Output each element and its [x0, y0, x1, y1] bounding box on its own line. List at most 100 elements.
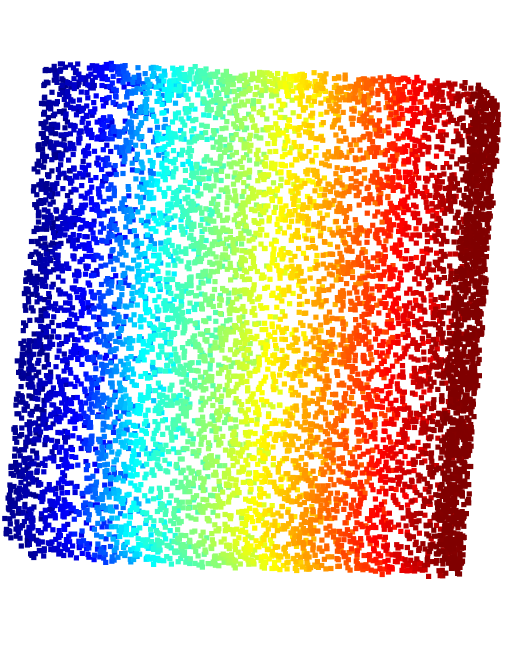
data-point [349, 269, 355, 275]
data-point [41, 297, 48, 303]
data-point [106, 123, 112, 130]
data-point [29, 375, 35, 381]
data-point [396, 306, 402, 312]
data-point [448, 515, 454, 521]
data-point [379, 411, 385, 417]
data-point [191, 246, 197, 252]
data-point [196, 502, 202, 508]
data-point [364, 118, 370, 124]
data-point [476, 373, 482, 379]
data-point [464, 329, 470, 335]
data-point [248, 543, 254, 549]
data-point [459, 301, 465, 307]
data-point [292, 565, 298, 571]
data-point [171, 397, 178, 403]
data-point [317, 89, 323, 95]
data-point [26, 371, 32, 377]
data-point [392, 558, 398, 564]
data-point [481, 111, 487, 117]
data-point [324, 212, 330, 218]
data-point [187, 318, 193, 324]
data-point [222, 78, 228, 84]
data-point [82, 195, 88, 201]
data-point [99, 376, 105, 382]
data-point [82, 242, 88, 248]
data-point [152, 297, 158, 304]
data-point [232, 109, 238, 115]
data-point [460, 552, 466, 558]
data-point [476, 134, 482, 140]
data-point [479, 325, 486, 331]
data-point [230, 329, 236, 335]
data-point [85, 415, 91, 421]
data-point [314, 168, 320, 174]
data-point [354, 232, 360, 238]
data-point [482, 163, 488, 169]
data-point [472, 197, 478, 203]
data-point [108, 148, 114, 155]
data-point [365, 371, 371, 377]
data-point [239, 329, 245, 335]
data-point [225, 300, 231, 306]
data-point [442, 475, 449, 481]
data-point [214, 139, 220, 145]
data-point [19, 359, 26, 365]
data-point [59, 490, 65, 496]
data-point [340, 469, 346, 475]
data-point [459, 460, 466, 466]
data-point [78, 445, 84, 452]
data-point [56, 342, 62, 348]
data-point [470, 120, 476, 126]
data-point [204, 83, 210, 89]
data-point [36, 547, 42, 554]
data-point [126, 445, 132, 452]
data-point [143, 115, 149, 122]
data-point [424, 239, 431, 245]
data-point [455, 320, 461, 326]
data-point [351, 413, 357, 419]
data-point [162, 116, 168, 123]
data-point [170, 361, 176, 367]
data-point [150, 524, 157, 530]
data-point [400, 318, 407, 324]
data-point [447, 278, 453, 284]
data-point [311, 368, 318, 374]
data-point [91, 100, 97, 106]
data-point [346, 188, 352, 195]
data-point [28, 533, 34, 539]
data-point [212, 562, 218, 568]
data-point [231, 174, 237, 180]
data-point [81, 422, 88, 428]
data-point [458, 281, 464, 287]
data-point [211, 417, 217, 423]
data-point [137, 551, 143, 557]
data-point [256, 135, 262, 141]
data-point [401, 144, 407, 150]
data-point [364, 382, 370, 388]
data-point [266, 411, 272, 417]
data-point [39, 386, 45, 392]
data-point [460, 434, 466, 440]
data-point [76, 108, 82, 114]
data-point [200, 459, 206, 465]
data-point [117, 511, 124, 517]
data-point [186, 109, 192, 115]
data-point [275, 553, 281, 559]
data-point [433, 492, 439, 498]
data-point [360, 389, 366, 395]
data-point [127, 556, 133, 562]
data-point [484, 144, 490, 150]
data-point [112, 354, 118, 360]
data-point [485, 211, 491, 217]
data-point [37, 338, 43, 344]
data-point [437, 502, 443, 508]
data-point [55, 546, 61, 552]
data-point [327, 188, 333, 195]
data-point [245, 82, 251, 88]
data-point [290, 405, 296, 411]
data-point [31, 366, 37, 372]
data-point [456, 303, 462, 309]
data-point [107, 481, 114, 487]
data-point [195, 509, 201, 515]
data-point [429, 172, 435, 178]
